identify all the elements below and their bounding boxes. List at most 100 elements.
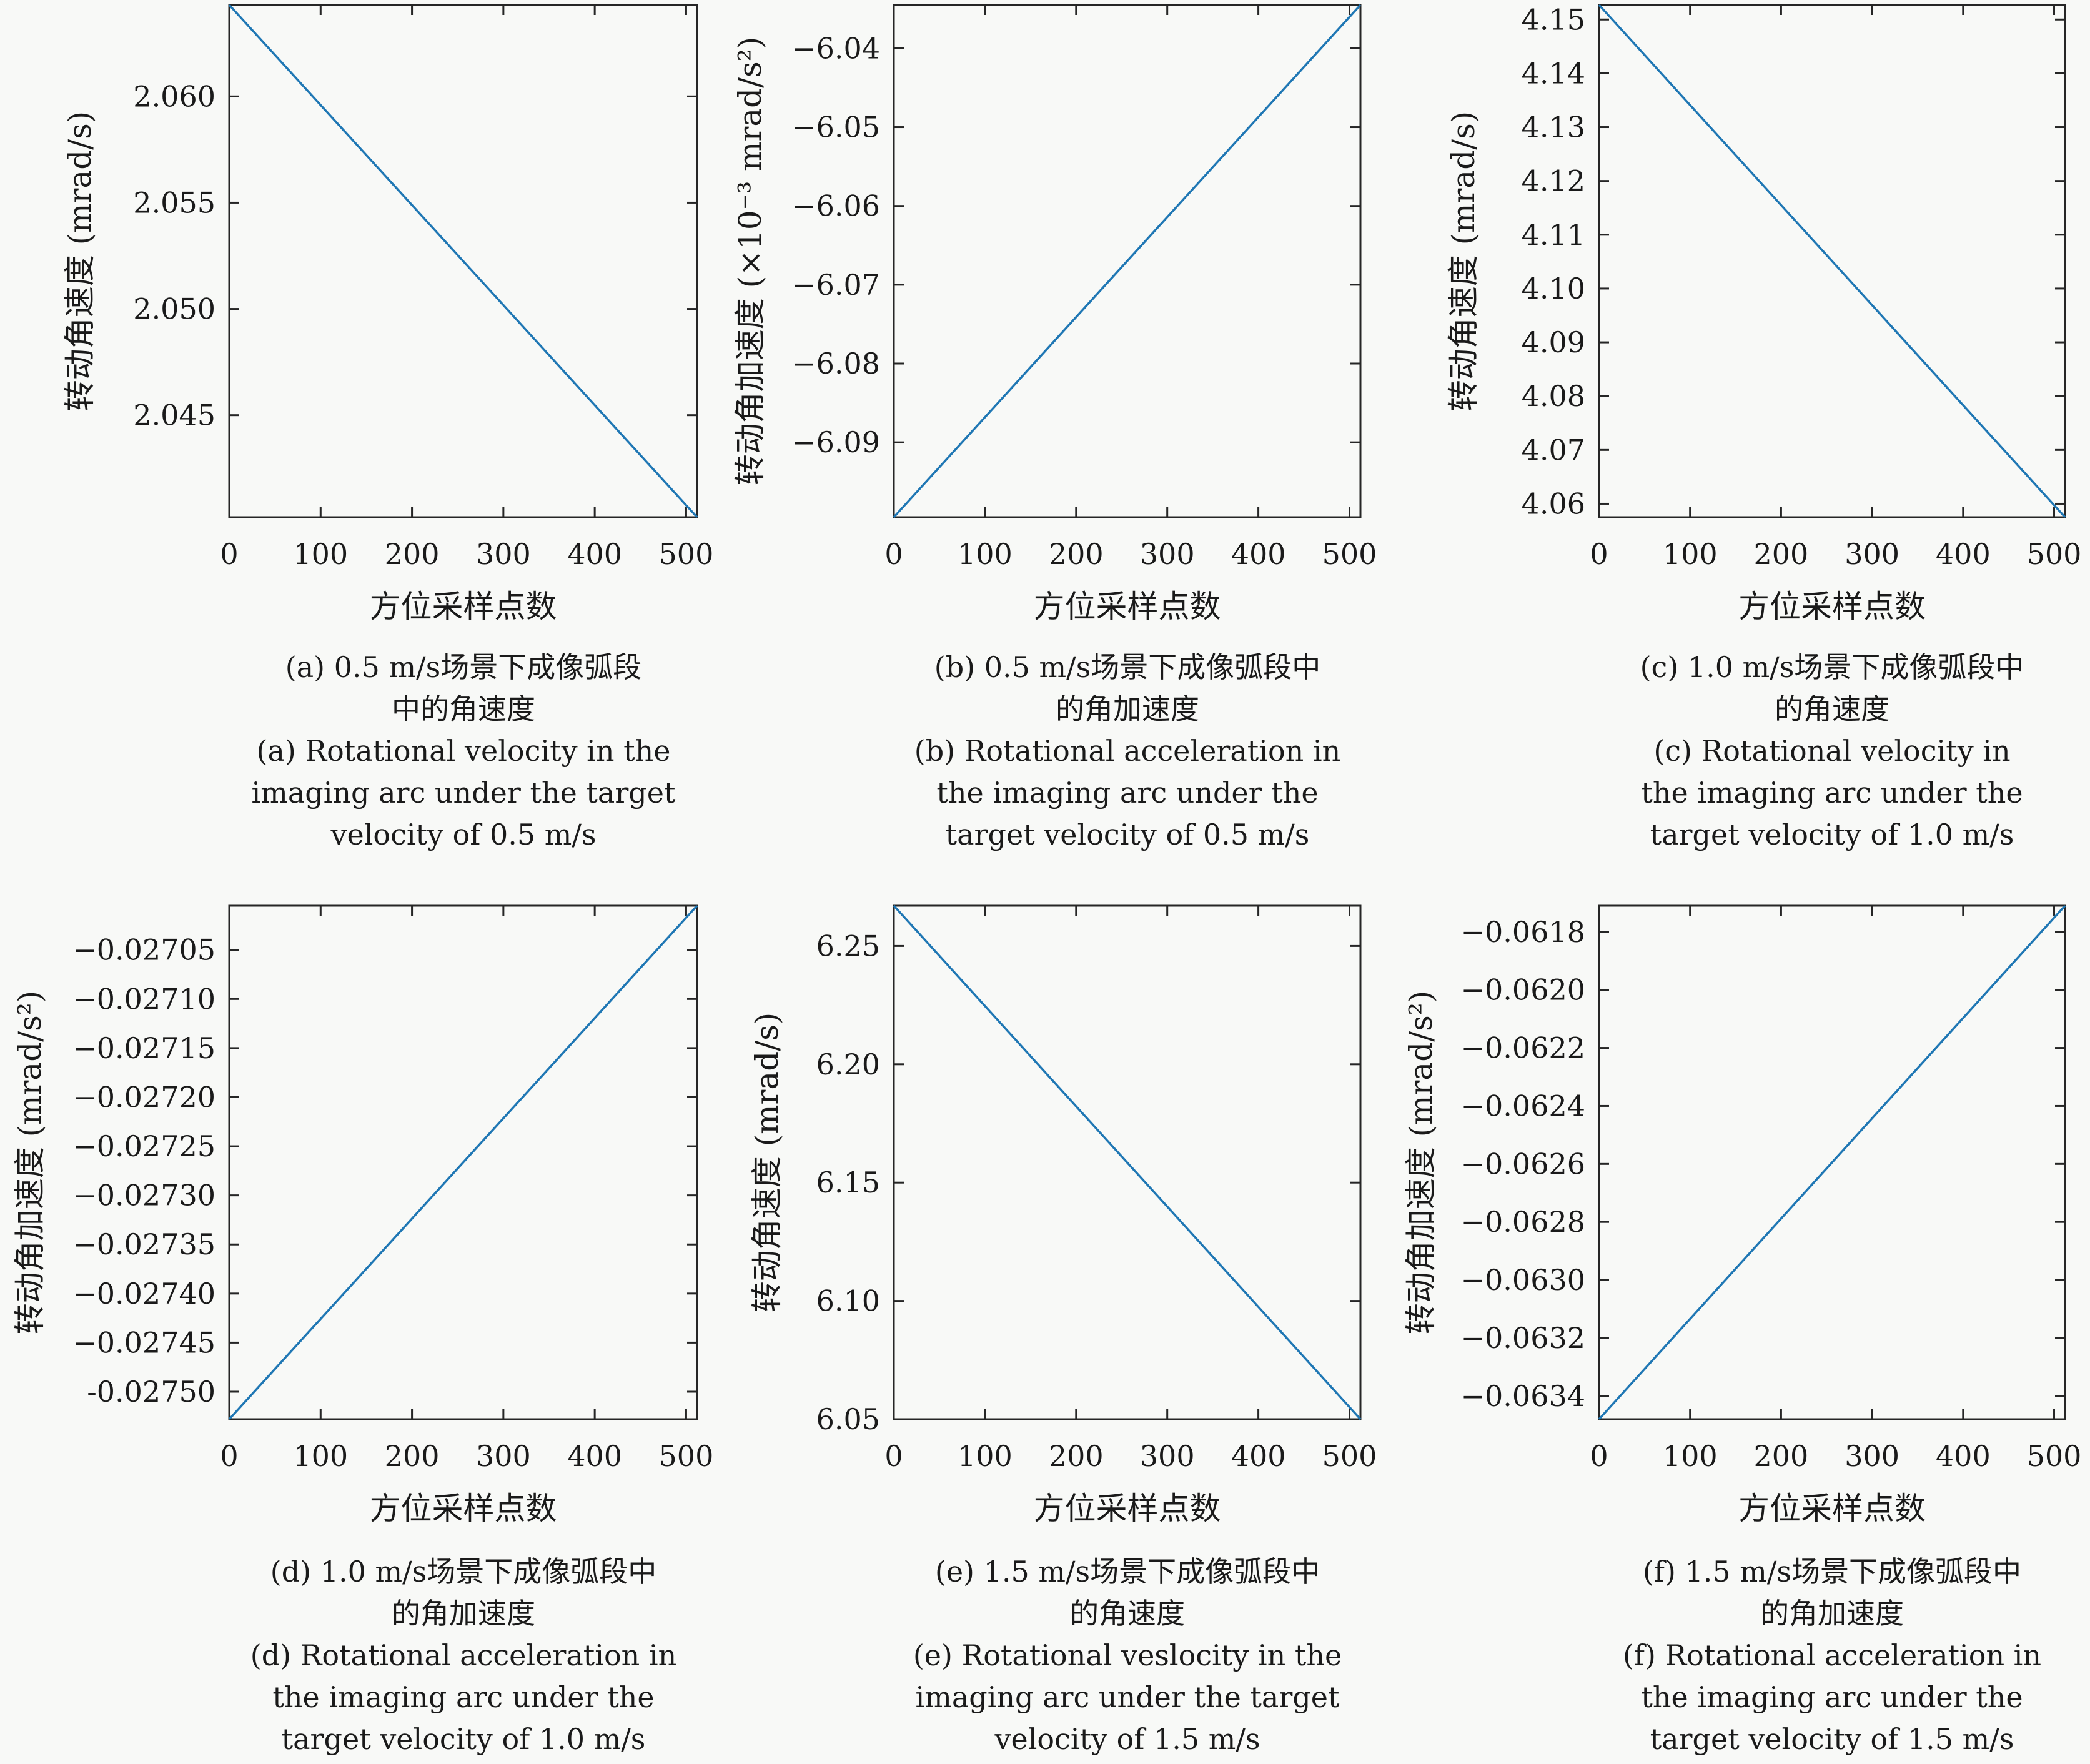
x-tick-label: 400 [1231, 537, 1286, 571]
x-tick-label: 100 [293, 537, 348, 571]
x-axis-label: 方位采样点数 [1738, 1490, 1926, 1527]
x-axis-label: 方位采样点数 [1034, 1490, 1221, 1527]
y-tick-label: −6.08 [792, 347, 880, 380]
x-tick-label: 0 [884, 537, 903, 571]
y-tick-label: −0.0634 [1461, 1379, 1586, 1413]
y-tick-label: −0.02735 [72, 1227, 215, 1261]
x-tick-label: 100 [958, 537, 1013, 571]
y-tick-label: −0.02725 [72, 1129, 215, 1163]
y-tick-label: −0.02720 [72, 1080, 215, 1114]
caption-en-line: velocity of 1.5 m/s [994, 1722, 1260, 1756]
y-tick-label: 4.15 [1522, 2, 1585, 36]
y-tick-label: −0.02705 [72, 933, 215, 967]
y-tick-label: −0.02740 [72, 1277, 215, 1311]
caption-cn-line: 的角加速度 [1760, 1597, 1904, 1630]
x-tick-label: 400 [567, 1439, 622, 1473]
caption-en-line: the imaging arc under the [1641, 1680, 2023, 1714]
series-line [1598, 4, 2066, 518]
x-tick-label: 300 [1845, 1439, 1899, 1473]
caption-en-line: (a) Rotational velocity in the [256, 734, 671, 768]
y-tick-label: 4.10 [1522, 272, 1585, 305]
chart-c: 0 100 200 300 400 500 4.06 4.07 4.08 4.09 4.10 4.11… [1445, 2, 2081, 625]
y-tick-label: −0.0624 [1461, 1089, 1586, 1122]
x-tick-label: 200 [385, 1439, 440, 1473]
x-tick-label: 300 [1140, 1439, 1195, 1473]
y-tick-label: 2.045 [133, 399, 215, 432]
x-tick-label: 200 [1754, 537, 1809, 571]
caption-en-line: the imaging arc under the [936, 776, 1319, 810]
y-tick-label: -0.02750 [87, 1375, 215, 1409]
x-tick-label: 300 [1845, 537, 1899, 571]
x-tick-label: 0 [1590, 537, 1608, 571]
chart-d: 0 100 200 300 400 500 -0.02750 −0.02745 −0.02740… [12, 904, 714, 1527]
x-tick-label: 0 [220, 1439, 238, 1473]
caption-cn-line: (d) 1.0 m/s场景下成像弧段中 [270, 1555, 657, 1588]
caption-b: (b) 0.5 m/s场景下成像弧段中 的角加速度 (b) Rotational a… [865, 647, 1390, 856]
y-tick-label: −6.06 [792, 189, 880, 223]
caption-en-line: the imaging arc under the [1641, 776, 2023, 810]
x-axis-label: 方位采样点数 [370, 588, 557, 625]
y-tick-label: 4.13 [1522, 111, 1585, 144]
y-axis-label: 转动角加速度 (mrad/s²) [12, 991, 48, 1335]
y-tick-label: −0.02715 [72, 1031, 215, 1065]
caption-e: (e) 1.5 m/s场景下成像弧段中 的角速度 (e) Rotational ve… [865, 1551, 1390, 1760]
x-tick-label: 300 [476, 537, 531, 571]
y-tick-label: 4.14 [1522, 56, 1585, 90]
caption-a: (a) 0.5 m/s场景下成像弧段 中的角速度 (a) Rotational ve… [201, 647, 726, 856]
y-tick-label: −0.02730 [72, 1179, 215, 1212]
chart-f: 0 100 200 300 400 500 −0.0634 −0.0632 −0.0630 −0.… [1403, 904, 2082, 1527]
y-tick-label: 4.06 [1522, 487, 1585, 520]
series-line [1598, 904, 2066, 1420]
caption-cn-line: (c) 1.0 m/s场景下成像弧段中 [1640, 650, 2024, 684]
x-tick-label: 200 [1754, 1439, 1809, 1473]
y-tick-label: 4.07 [1522, 433, 1585, 467]
y-tick-label: −0.0620 [1461, 973, 1586, 1007]
y-tick-label: 6.25 [816, 929, 880, 963]
chart-e: 0 100 200 300 400 500 6.05 6.10 6.15 6.20 6.25 方位采样… [749, 904, 1377, 1527]
axes-frame [1598, 904, 2066, 1420]
caption-en-line: target velocity of 0.5 m/s [945, 818, 1310, 851]
y-tick-label: −0.0628 [1461, 1205, 1586, 1239]
y-tick-label: 6.15 [816, 1166, 880, 1199]
x-tick-label: 200 [1049, 537, 1104, 571]
caption-en-line: velocity of 0.5 m/s [330, 818, 597, 851]
y-tick-label: −0.0626 [1461, 1147, 1586, 1181]
y-tick-label: −0.0622 [1461, 1031, 1586, 1065]
caption-en-line: (c) Rotational velocity in [1653, 734, 2011, 768]
y-tick-label: 2.050 [133, 292, 215, 326]
caption-en-line: target velocity of 1.0 m/s [1650, 818, 2014, 851]
y-axis-label: 转动角速度 (mrad/s) [749, 1013, 785, 1313]
x-tick-label: 500 [1322, 1439, 1377, 1473]
y-tick-label: −0.0630 [1461, 1263, 1586, 1297]
x-tick-label: 400 [1231, 1439, 1286, 1473]
caption-en-line: imaging arc under the target [915, 1680, 1340, 1714]
x-tick-label: 500 [659, 1439, 714, 1473]
axes-frame [228, 904, 698, 1420]
series-line [893, 4, 1362, 518]
x-tick-label: 100 [958, 1439, 1013, 1473]
chart-a: 0 100 200 300 400 500 2.045 2.050 2.055 2.060 方位采样… [62, 4, 714, 625]
caption-cn-line: 中的角速度 [392, 692, 535, 726]
y-tick-label: −6.09 [792, 425, 880, 459]
axes-frame [893, 904, 1362, 1420]
y-axis-label: 转动角速度 (mrad/s) [62, 111, 98, 412]
x-tick-label: 0 [884, 1439, 903, 1473]
x-tick-label: 500 [2027, 1439, 2082, 1473]
y-tick-label: 4.12 [1522, 164, 1585, 198]
x-tick-label: 500 [659, 537, 714, 571]
y-tick-label: −0.02745 [72, 1325, 215, 1359]
x-tick-label: 400 [567, 537, 622, 571]
x-tick-label: 200 [1049, 1439, 1104, 1473]
y-tick-label: 4.08 [1522, 379, 1585, 413]
caption-cn-line: 的角加速度 [392, 1597, 535, 1630]
caption-en-line: target velocity of 1.5 m/s [1650, 1722, 2014, 1756]
y-tick-label: −6.07 [792, 268, 880, 302]
x-tick-label: 200 [385, 537, 440, 571]
x-axis-label: 方位采样点数 [370, 1490, 557, 1527]
chart-b: 0 100 200 300 400 500 −6.09 −6.08 −6.07 −6.06 −6.0… [732, 4, 1377, 625]
caption-en-line: (e) Rotational veslocity in the [913, 1638, 1342, 1672]
series-line [228, 904, 698, 1420]
y-axis-label: 转动角速度 (mrad/s) [1445, 111, 1482, 412]
